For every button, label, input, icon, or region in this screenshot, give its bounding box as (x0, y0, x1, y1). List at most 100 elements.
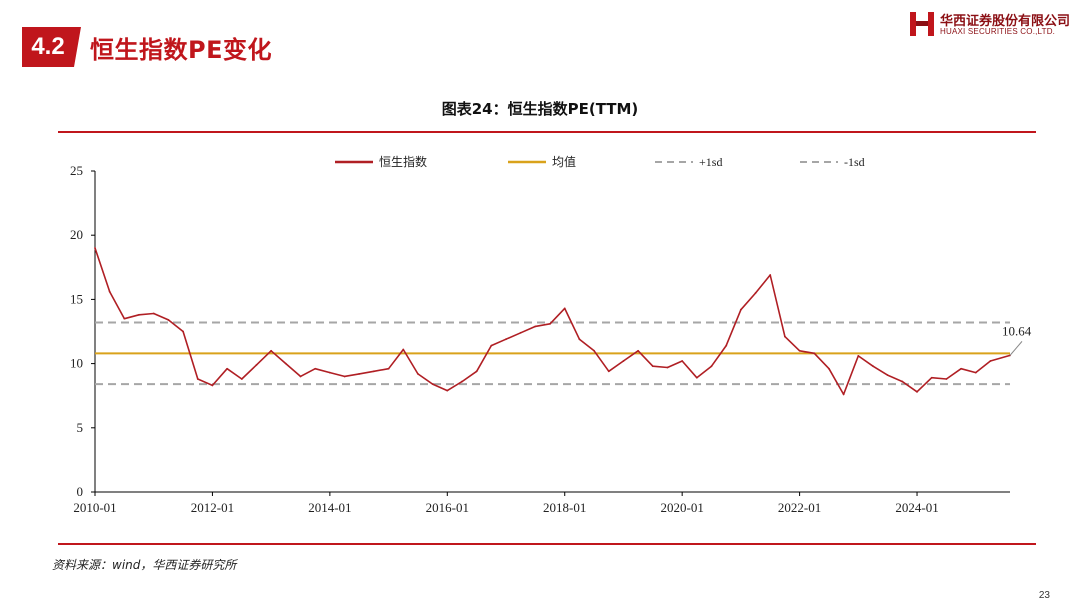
section-number: 4.2 (31, 33, 65, 60)
hsi-pe-point (784, 335, 786, 338)
hsi-pe-point (299, 375, 302, 378)
source-note: 资料来源：wind，华西证券研究所 (52, 558, 237, 572)
hsi-pe-point (813, 352, 816, 355)
hsi-pe-point (710, 365, 713, 368)
hsi-pe-point (314, 367, 317, 370)
hsi-pe-point (549, 322, 551, 325)
x-tick-label: 2014-01 (308, 500, 351, 515)
y-tick-label: 0 (77, 484, 84, 499)
hsi-pe-point (373, 370, 375, 373)
hsi-pe-point (974, 371, 977, 374)
reference-lines (95, 321, 1010, 386)
hsi-pe-point (593, 349, 595, 352)
hsi-pe-point (622, 360, 625, 362)
hsi-pe-point (739, 308, 742, 311)
chart-caption: 图表24：恒生指数PE(TTM) (441, 100, 639, 118)
hsi-pe-point (270, 349, 273, 352)
hsi-pe-point (519, 331, 522, 334)
company-logo: 华西证券股份有限公司 HUAXI SECURITIES CO.,LTD. (910, 10, 1075, 38)
legend-label: +1sd (699, 155, 722, 169)
x-tick-label: 2012-01 (191, 500, 234, 515)
x-tick-label: 2024-01 (895, 500, 938, 515)
hsi-pe-point (872, 365, 874, 368)
hsi-pe-point (226, 367, 229, 370)
legend-label: 恒生指数 (379, 154, 427, 169)
last-value-label: 10.64 (1002, 323, 1032, 338)
hsi-pe-point (417, 372, 419, 375)
pe-chart: 0 5 10 15 20 25 2010-01 2012-01 2014-01 2016-01 20… (70, 154, 1032, 515)
hsi-pe-point (461, 380, 463, 383)
x-tick-label: 2016-01 (426, 500, 469, 515)
hsi-pe-point (798, 349, 801, 352)
hsi-pe-point (475, 370, 478, 373)
x-tick-label: 2010-01 (73, 500, 116, 515)
hsi-pe-point (343, 375, 346, 378)
hsi-pe-point (695, 376, 698, 379)
hsi-pe-point (754, 292, 757, 294)
chart-legend: 恒生指数 均值 +1sd -1sd (335, 154, 865, 169)
hsi-pe-point (828, 367, 830, 370)
hsi-pe-point (387, 367, 390, 370)
hsi-pe-point (916, 390, 918, 393)
hsi-pe-point (637, 349, 640, 352)
hsi-pe-point (857, 354, 860, 357)
hsi-pe-point (167, 319, 170, 321)
hsi-pe-point (886, 374, 889, 377)
company-name-cn: 华西证券股份有限公司 (940, 14, 1071, 29)
hsi-pe-point (769, 274, 772, 276)
hsi-pe-point (94, 247, 96, 249)
hsi-pe-point (446, 389, 449, 392)
hsi-pe-point (960, 367, 962, 370)
hsi-pe-point (534, 325, 537, 328)
hsi-pe-point (358, 372, 361, 375)
series-layer: 10.64 (94, 247, 1032, 396)
company-name-en: HUAXI SECURITIES CO.,LTD. (940, 27, 1056, 36)
hsi-pe-point (945, 378, 948, 380)
hsi-pe-point (505, 338, 507, 341)
hsi-pe-point (563, 307, 566, 310)
legend-label: -1sd (844, 155, 865, 169)
section-number-badge: 4.2 (22, 27, 81, 67)
chart-axes: 0 5 10 15 20 25 2010-01 2012-01 2014-01 2016-01 20… (70, 163, 1010, 515)
hsi-pe-point (666, 366, 669, 369)
hsi-pe-point (196, 378, 199, 380)
last-value-leader (1009, 341, 1023, 356)
section-title: 恒生指数PE变化 (90, 36, 272, 64)
source-divider (58, 543, 1036, 545)
hsi-pe-point (108, 290, 111, 293)
hsi-pe-point (842, 393, 845, 396)
hsi-pe-series-line (94, 247, 1011, 396)
y-tick-label: 5 (77, 420, 84, 435)
hsi-pe-point (607, 370, 610, 373)
hsi-pe-point (651, 365, 654, 368)
hsi-pe-point (123, 317, 126, 320)
y-tick-label: 25 (70, 163, 83, 178)
hsi-pe-point (182, 330, 184, 333)
page-number: 23 (1038, 590, 1050, 601)
y-tick-label: 15 (70, 291, 83, 306)
x-tick-label: 2018-01 (543, 500, 586, 515)
hsi-pe-point (138, 313, 140, 316)
hsi-pe-point (490, 344, 493, 347)
hsi-pe-point (240, 378, 243, 380)
huaxi-logo-icon (910, 12, 934, 36)
hsi-pe-point (578, 338, 581, 341)
legend-label: 均值 (552, 154, 576, 169)
hsi-pe-point (930, 376, 933, 379)
hsi-pe-point (255, 363, 258, 366)
hsi-pe-point (989, 360, 992, 362)
hsi-pe-point (431, 383, 434, 386)
x-tick-label: 2020-01 (660, 500, 703, 515)
y-tick-label: 20 (70, 227, 83, 242)
hsi-pe-point (284, 362, 287, 365)
y-tick-label: 10 (70, 356, 83, 371)
hsi-pe-point (901, 380, 904, 383)
hsi-pe-point (681, 360, 684, 362)
hsi-pe-point (725, 344, 728, 347)
caption-divider (58, 131, 1036, 133)
hsi-pe-point (211, 384, 214, 387)
hsi-pe-point (402, 348, 405, 351)
hsi-pe-point (328, 371, 331, 374)
hsi-pe-point (152, 312, 155, 315)
x-tick-label: 2022-01 (778, 500, 821, 515)
